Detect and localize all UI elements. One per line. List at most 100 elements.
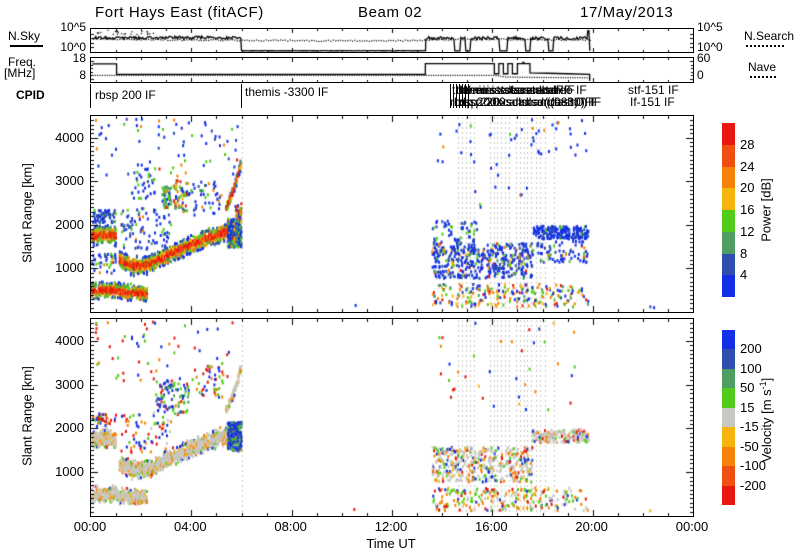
- cpid-change-tick: [462, 84, 463, 108]
- cpid-change-tick: [465, 84, 466, 108]
- power-colorbar-tick-label: 4: [740, 267, 748, 283]
- velocity-colorbar-segment: [722, 427, 735, 447]
- nsky-strip-panel: [90, 28, 694, 53]
- velocity-colorbar-segment: [722, 485, 735, 505]
- power-colorbar-segment: [722, 231, 735, 254]
- cpid-overlap-entry: themis stereoscan IF: [452, 83, 564, 97]
- velocity-panel: [90, 318, 694, 517]
- x-tick-label: 12:00: [374, 519, 408, 534]
- cpid-entry: rbsp 200 IF: [95, 88, 156, 102]
- nsky-label: N.Sky: [8, 29, 41, 43]
- nsky-tick-top-left: 10^5: [60, 20, 86, 34]
- velocity-colorbar-label-sup: -1: [757, 381, 768, 390]
- power-colorbar-label: Power [dB]: [758, 178, 774, 242]
- x-tick-label: 00:00: [675, 519, 709, 534]
- cpid-change-tick: [450, 84, 451, 108]
- freq-label-line1: Freq.: [8, 55, 37, 69]
- date-title: 17/May/2013: [580, 4, 674, 21]
- cpid-change-tick: [468, 84, 469, 108]
- cpid-change-tick: [241, 84, 242, 108]
- power-y-tick-label: 1000: [55, 260, 84, 276]
- nave-dotted-legend-line: [750, 76, 776, 78]
- power-colorbar-tick-label: 20: [740, 180, 755, 196]
- power-colorbar-tick-label: 28: [740, 136, 755, 152]
- power-colorbar-segment: [722, 275, 735, 297]
- power-colorbar-segment: [722, 188, 735, 210]
- radar-title: Fort Hays East (fitACF): [95, 4, 264, 21]
- cpid-change-tick: [90, 84, 91, 108]
- power-colorbar-tick-label: 12: [740, 223, 755, 239]
- cpid-overlap-entry: If-151 IF: [630, 95, 675, 109]
- power-colorbar-segment: [722, 123, 735, 145]
- power-colorbar-segment: [722, 253, 735, 276]
- power-y-tick-label: 3000: [55, 173, 84, 189]
- velocity-colorbar-segment: [722, 330, 735, 350]
- power-colorbar-tick-label: 8: [740, 245, 748, 261]
- power-colorbar-tick-label: 16: [740, 202, 755, 217]
- cpid-overlap-entry: themis ststasstscan IF: [456, 83, 575, 97]
- beam-title: Beam 02: [358, 4, 423, 21]
- velocity-colorbar-tick-label: -15: [740, 419, 759, 435]
- power-colorbar-segment: [722, 166, 735, 189]
- cpid-overlap-entry: rbsp 2x0xscascan(0830) IF: [454, 95, 599, 109]
- velocity-colorbar-label-suffix: ]: [759, 377, 775, 382]
- nsky-solid-legend-line: [10, 45, 43, 47]
- velocity-y-tick-label: 1000: [55, 464, 84, 480]
- x-tick-label: 16:00: [475, 519, 508, 534]
- velocity-y-tick-label: 3000: [55, 376, 84, 392]
- velocity-colorbar-label: Velocity [m s-1]: [758, 378, 774, 463]
- nave-tick-bottom: 0: [697, 68, 704, 82]
- velocity-y-tick-label: 2000: [55, 420, 84, 436]
- nsearch-dotted-legend-line: [746, 45, 784, 47]
- power-y-axis-label: Slant Range [km]: [19, 163, 35, 263]
- velocity-colorbar-label-prefix: Velocity [m s: [759, 389, 775, 463]
- freq-tick-bottom: 8: [79, 68, 86, 82]
- power-panel: [90, 115, 694, 313]
- velocity-colorbar-segment: [722, 368, 735, 389]
- nsky-tick-bottom-right: 10^0: [697, 40, 723, 54]
- velocity-colorbar-segment: [722, 388, 735, 408]
- velocity-colorbar-tick-label: -50: [740, 438, 759, 454]
- x-tick-label: 08:00: [274, 519, 307, 534]
- freq-tick-top: 18: [72, 51, 86, 65]
- power-panel-canvas: [91, 116, 693, 312]
- velocity-colorbar-tick-label: -200: [740, 477, 767, 493]
- velocity-colorbar-segment: [722, 466, 735, 486]
- power-colorbar-segment: [722, 210, 735, 232]
- nsky-tick-bottom-left: 10^0: [60, 40, 86, 54]
- cpid-overlap-entry: rbsp 200scandlsd(dash) IF: [450, 95, 593, 109]
- nave-legend-label: Nave: [748, 60, 777, 74]
- cpid-overlap-entry: rbsp 200sdlscan(dash0) IF: [459, 95, 602, 109]
- nave-tick-top: 60: [697, 51, 711, 65]
- power-y-tick-label: 2000: [55, 216, 84, 232]
- power-colorbar: [722, 123, 735, 297]
- cpid-overlap-entry: themis scansdlsd IF: [465, 83, 572, 97]
- x-tick-label: 04:00: [174, 519, 207, 534]
- cpid-overlap-entry: stf-151 IF: [628, 83, 679, 97]
- velocity-colorbar-tick-label: -100: [740, 458, 767, 474]
- x-tick-label: 20:00: [575, 519, 608, 534]
- x-axis-label: Time UT: [366, 536, 416, 551]
- x-tick-label: 00:00: [73, 519, 107, 534]
- cpid-change-tick: [456, 84, 457, 108]
- velocity-y-axis-label: Slant Range [km]: [19, 366, 35, 466]
- cpid-label: CPID: [16, 88, 45, 102]
- cpid-change-tick: [453, 84, 454, 108]
- cpid-entry: themis -3300 IF: [245, 85, 329, 99]
- cpid-overlap-entry: themis sdlscanstereo IF: [460, 83, 587, 97]
- nsky-strip-canvas: [91, 29, 693, 52]
- freq-strip-panel: [90, 57, 694, 83]
- velocity-colorbar-tick-label: 100: [740, 360, 762, 376]
- power-y-tick-label: 4000: [55, 129, 84, 145]
- cpid-change-tick: [459, 84, 460, 108]
- velocity-y-tick-label: 4000: [55, 332, 84, 348]
- velocity-colorbar-tick-label: 50: [740, 380, 755, 396]
- velocity-colorbar-segment: [722, 349, 735, 369]
- velocity-colorbar-tick-label: 15: [740, 399, 755, 415]
- velocity-colorbar: [722, 330, 735, 505]
- power-colorbar-tick-label: 24: [740, 158, 755, 174]
- velocity-colorbar-segment: [722, 407, 735, 428]
- velocity-panel-canvas: [91, 319, 693, 516]
- power-colorbar-segment: [722, 144, 735, 167]
